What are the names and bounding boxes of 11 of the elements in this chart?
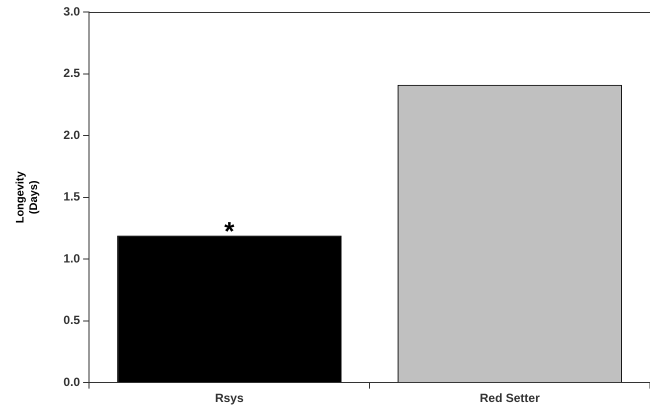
annotation: * [224,216,236,246]
y-tick-label: 1.5 [63,190,80,204]
x-tick-label: Rsys [214,391,244,406]
y-tick-label: 1.0 [63,251,80,266]
y-tick-label: 2.5 [63,66,80,80]
y-tick-label: 0.5 [63,313,80,328]
y-tick-label: 3.0 [63,4,80,18]
y-axis-title: Longevity (Days) [14,170,40,224]
y-tick-label: 2.0 [63,128,80,142]
y-tick-label: 0.0 [63,374,80,389]
x-tick-label: Red Setter [480,391,540,406]
